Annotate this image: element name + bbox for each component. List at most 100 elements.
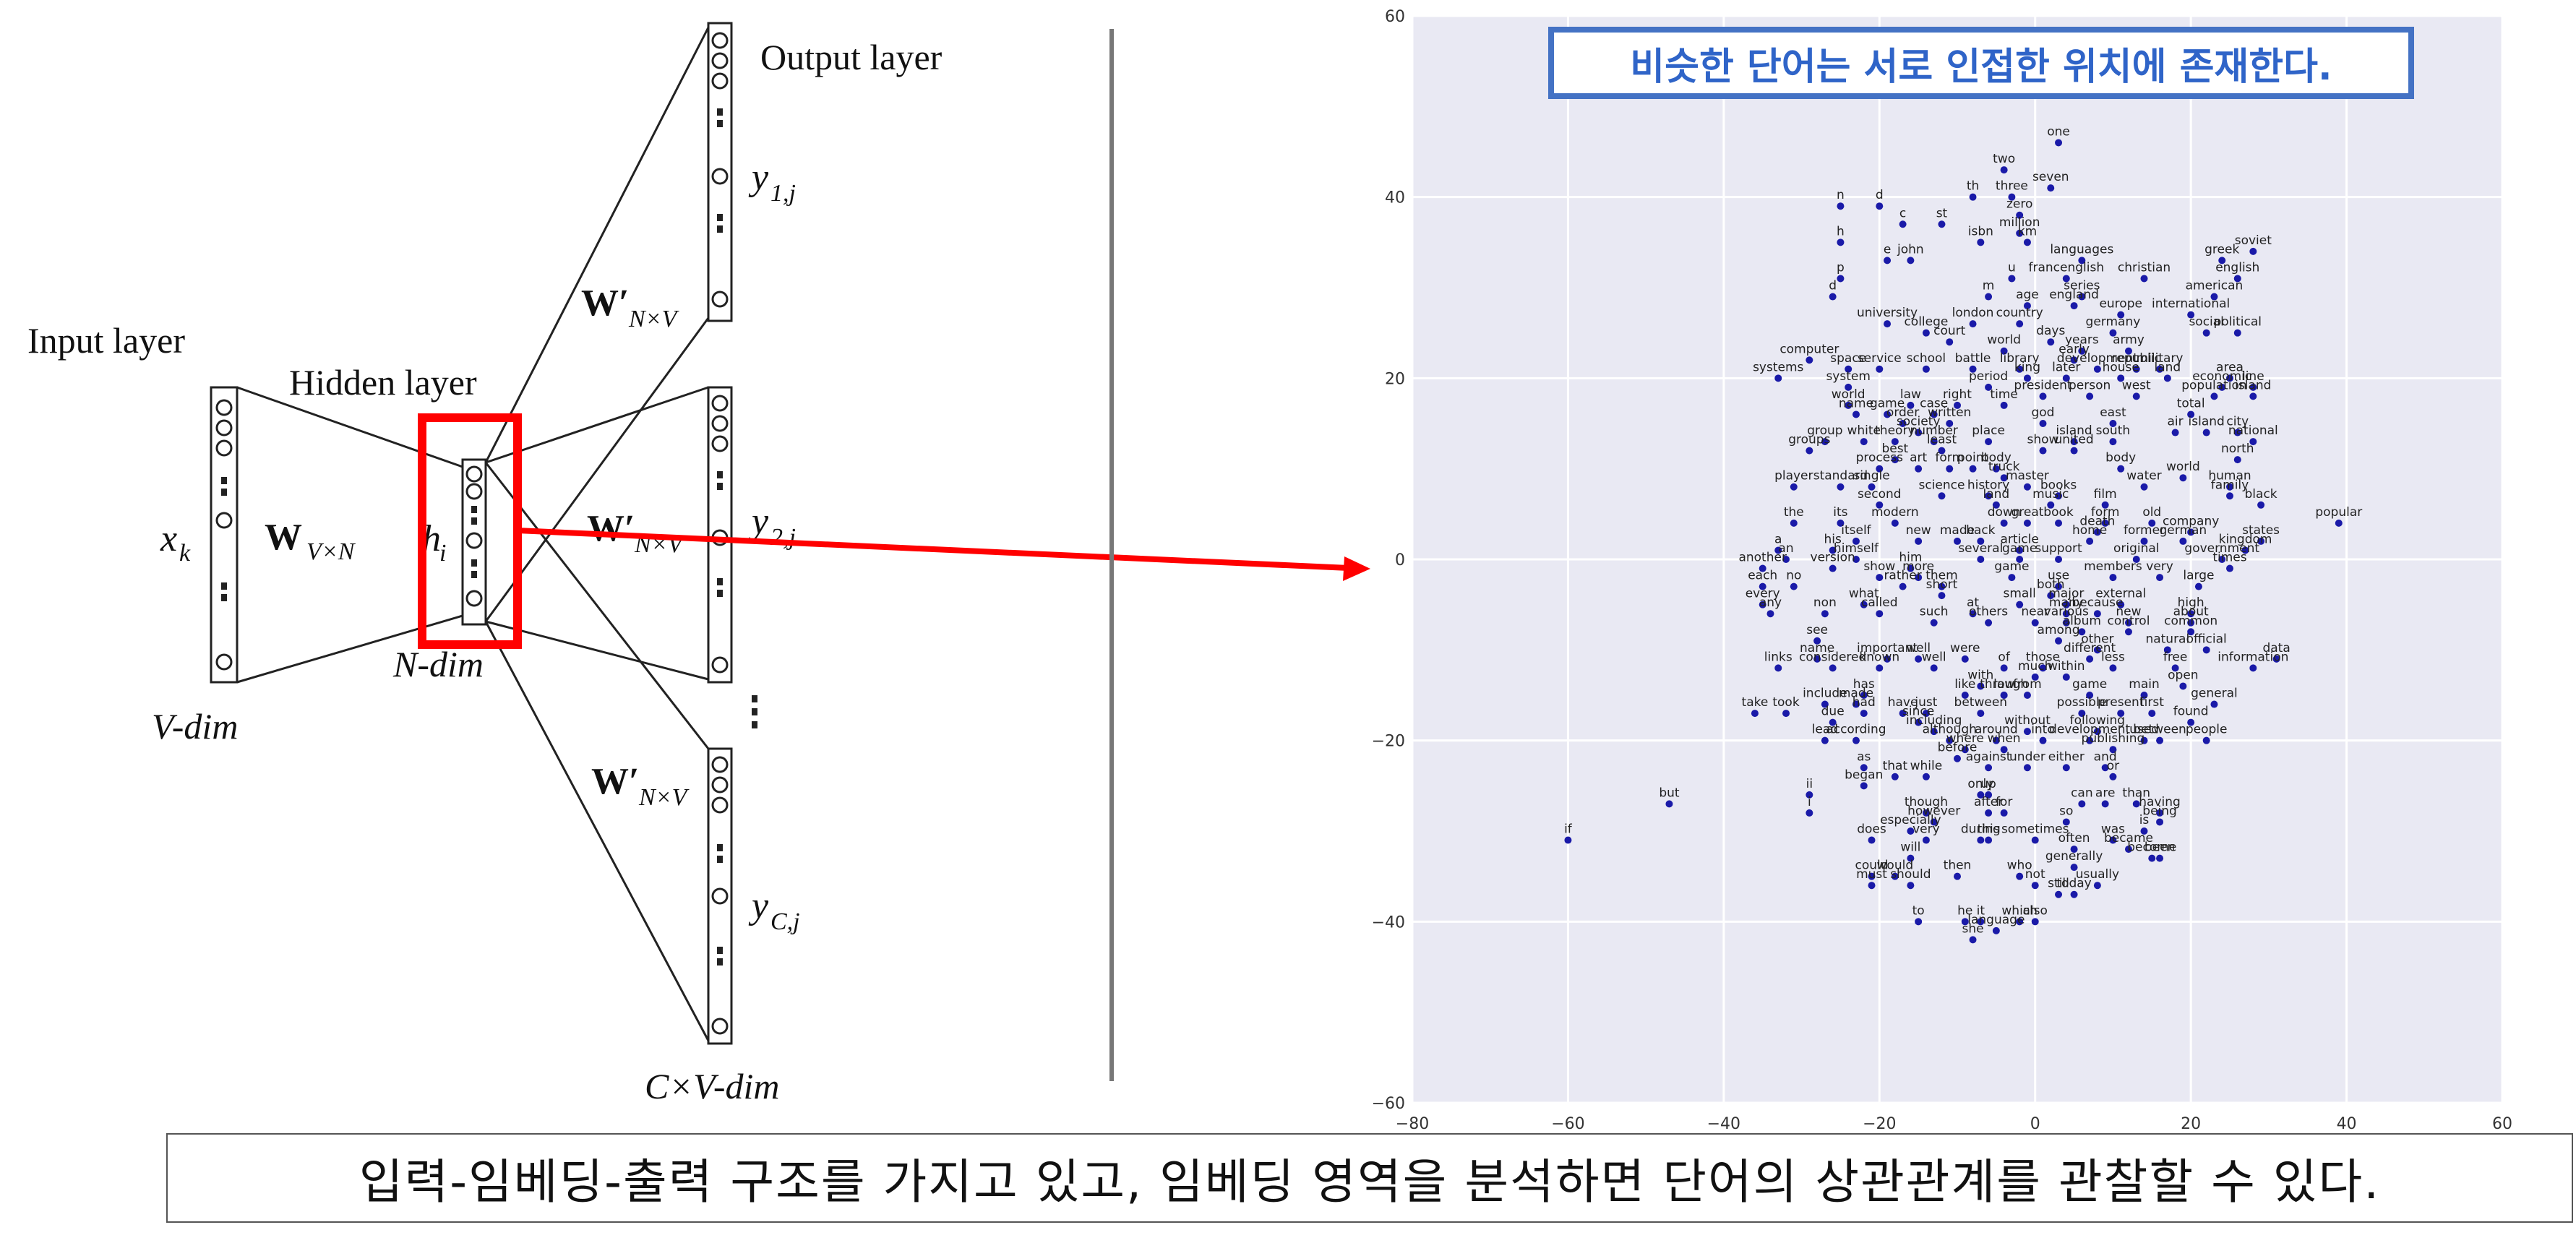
word-point (1985, 836, 1993, 844)
word-point (2140, 692, 2148, 699)
word-point (2047, 501, 2055, 509)
edge-hidden-out2-bottom (485, 620, 709, 681)
word-point-label: back (1966, 523, 1996, 538)
word-point-label: including (1906, 713, 1962, 728)
word-point (1837, 238, 1845, 246)
word-point (2109, 574, 2117, 582)
word-point (1930, 728, 1938, 736)
word-point-label: island (2189, 415, 2225, 429)
word-point (2218, 556, 2226, 563)
word-point-label: other (2081, 632, 2113, 646)
word-point (2093, 365, 2101, 373)
word-point-label: university (1857, 306, 1918, 320)
word-point (2055, 492, 2063, 500)
word-point-label: began (1845, 767, 1883, 782)
y-tick-label: −20 (1372, 733, 1405, 751)
word-point-label: having (2139, 795, 2181, 809)
word-point-label: social (2189, 315, 2223, 330)
word-point (2000, 401, 2008, 409)
word-point-label: service (1858, 351, 1902, 366)
word-point (2055, 556, 2063, 563)
word-point (2078, 293, 2086, 301)
word-point (2218, 257, 2226, 264)
word-point (2179, 474, 2187, 482)
word-point-label: were (1950, 641, 1980, 655)
word-point-label: being (2142, 804, 2177, 818)
word-point-label: because (2071, 595, 2123, 610)
word-point (1946, 420, 1954, 427)
word-point (2031, 619, 2039, 627)
word-point (1938, 492, 1946, 500)
word-point (2187, 528, 2195, 536)
word-point (1907, 827, 1915, 835)
word-point-label: many (2049, 595, 2084, 610)
word-point-label: the (1784, 505, 1804, 520)
word-point-label: game (1870, 396, 1905, 410)
word-point-label: his (1824, 532, 1841, 546)
y-cj-symbol: y C,j (748, 885, 800, 935)
word-point (2257, 501, 2265, 509)
word-point (1829, 546, 1837, 554)
word-point-label: does (1857, 822, 1886, 837)
word-point-label: links (1764, 650, 1793, 664)
word-point-label: game (1994, 559, 2029, 574)
word-point (2187, 610, 2195, 618)
word-point-label: computer (1779, 342, 1839, 356)
word-point-label: development (2049, 723, 2130, 737)
word-point-label: usually (2076, 867, 2119, 882)
word-point-label: she (1962, 921, 1983, 936)
word-point (1915, 918, 1923, 926)
word-point (1821, 610, 1829, 618)
word-point (1891, 773, 1899, 780)
word-point (2187, 410, 2195, 418)
word-point (2109, 329, 2117, 337)
word-point-label: land (1983, 487, 2009, 502)
word-point (1977, 791, 1985, 799)
word-point-label: have (1888, 695, 1918, 710)
word-point-label: possible (2057, 695, 2108, 710)
word-point-label: into (2031, 723, 2055, 737)
word-point-label: st (1936, 206, 1948, 220)
word-point (2023, 374, 2031, 382)
word-point-label: world (1987, 333, 2021, 348)
word-point-label: e (1884, 242, 1891, 257)
word-point-label: still (2048, 877, 2069, 891)
word-point-label: early (2058, 342, 2090, 356)
word-point (1946, 338, 1954, 346)
word-point-label: sometimes (2001, 822, 2069, 837)
svg-text:V×N: V×N (306, 538, 356, 565)
word-point-label: single (1853, 469, 1889, 483)
word-point (1868, 872, 1876, 880)
word-point-label: three (1996, 179, 2028, 194)
word-point-label: are (2095, 786, 2116, 800)
word-point-label: germany (2086, 315, 2141, 330)
word-point-label: name (1839, 396, 1873, 410)
word-point-label: best (1881, 442, 1908, 456)
word-point (1813, 637, 1821, 645)
word-point-label: english (2215, 260, 2259, 275)
word-point-label: among (2038, 623, 2080, 637)
word-point-label: school (1907, 351, 1946, 366)
word-point (2187, 311, 2195, 319)
word-point (2023, 692, 2031, 699)
word-point-label: between (2133, 723, 2186, 737)
hidden-layer-vector (461, 458, 487, 626)
word-point (2109, 746, 2117, 754)
word-point (2016, 365, 2024, 373)
word-point-label: without (2004, 713, 2051, 728)
word-point (2233, 456, 2241, 464)
word-point-label: was (2101, 822, 2125, 837)
word-point-label: language (1967, 913, 2025, 927)
word-point-label: east (2100, 405, 2126, 420)
word-point (1977, 556, 1985, 563)
word-point (1829, 718, 1837, 726)
word-point (2031, 882, 2039, 890)
word-point-label: found (2173, 705, 2209, 719)
embedding-arrow-shaft (517, 528, 1349, 571)
word-point (1852, 556, 1860, 563)
word-point (1922, 773, 1930, 780)
v-dim-label: V-dim (152, 706, 238, 747)
word-point-label: take (1742, 695, 1769, 710)
word-point-label: music (2032, 487, 2069, 502)
input-layer-vector (210, 386, 239, 684)
